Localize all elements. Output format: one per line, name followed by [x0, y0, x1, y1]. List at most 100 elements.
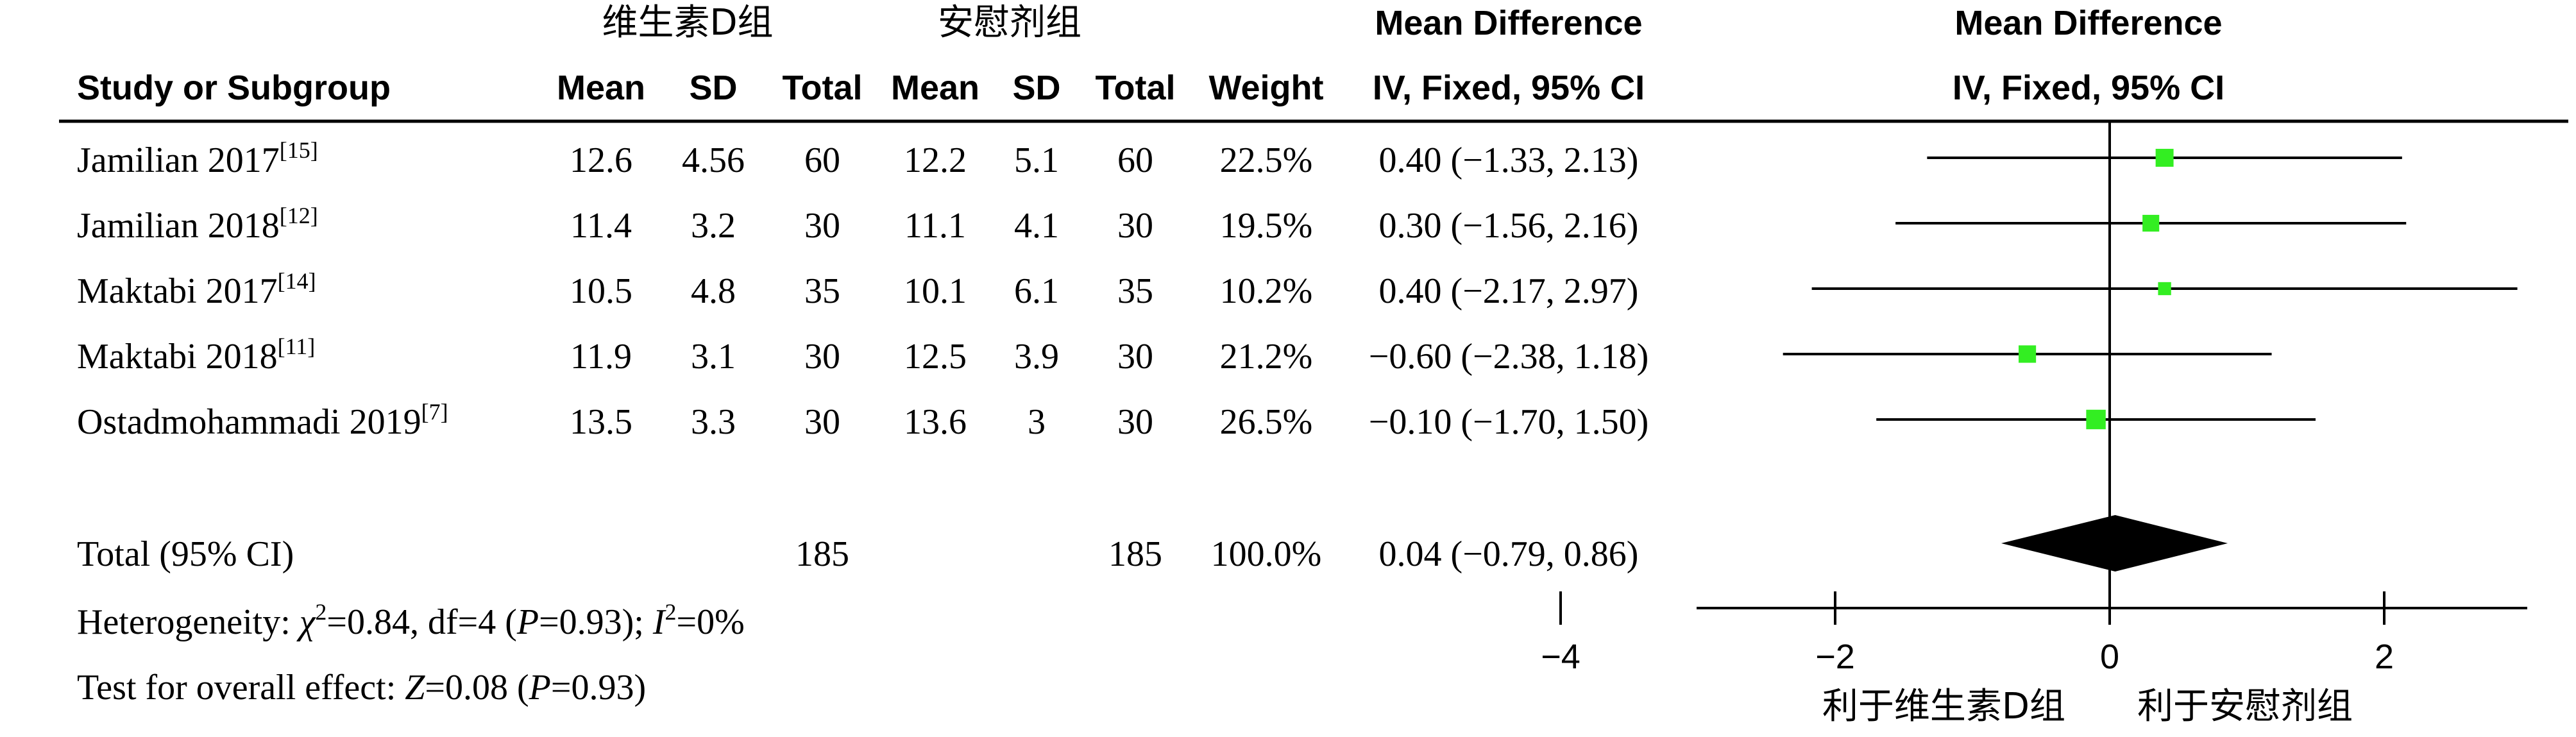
- effect-marker: [2086, 409, 2106, 430]
- study-sd2: 3: [1028, 402, 1046, 442]
- study-name: Jamilian 2017[15]: [77, 137, 318, 180]
- p-value: =0.93): [551, 668, 646, 707]
- experimental-group-header: 维生素D组: [602, 2, 773, 44]
- study-ci-text: 0.30 (−1.56, 2.16): [1379, 206, 1639, 246]
- study-sd1: 3.1: [691, 337, 736, 377]
- i-symbol: I: [652, 602, 666, 642]
- overall-effect-text: Test for overall effect: Z=0.08 (P=0.93): [77, 668, 646, 707]
- study-total2: 60: [1117, 140, 1153, 180]
- study-total1: 60: [804, 140, 840, 180]
- p1-symbol: P: [516, 602, 539, 642]
- plot-title-header: Mean Difference: [1954, 4, 2222, 42]
- total1-column-header: Total: [783, 69, 863, 107]
- md-title-header: Mean Difference: [1375, 4, 1642, 42]
- x-tick-label: 2: [2375, 638, 2394, 676]
- control-group-header: 安慰剂组: [938, 2, 1081, 44]
- study-sd1: 3.2: [691, 206, 736, 246]
- i-value: =0%: [677, 602, 745, 642]
- favours-left-label: 利于维生素D组: [1822, 686, 2065, 727]
- study-mean2: 13.6: [904, 402, 967, 442]
- study-total1: 30: [804, 402, 840, 442]
- plot-method-header: IV, Fixed, 95% CI: [1953, 69, 2224, 107]
- study-name-text: Maktabi 2017: [77, 271, 278, 311]
- study-total1: 30: [804, 337, 840, 377]
- study-total2: 30: [1117, 337, 1153, 377]
- study-sd2: 6.1: [1014, 271, 1059, 311]
- study-row: Ostadmohammadi 2019[7] 13.5 3.3 30 13.6 3 30 26…: [77, 399, 1648, 442]
- study-weight: 19.5%: [1220, 206, 1313, 246]
- study-mean2: 10.1: [904, 271, 967, 311]
- study-row: Maktabi 2017[14] 10.5 4.8 35 10.1 6.1 35 10.2% 0…: [77, 268, 1638, 311]
- study-name-text: Ostadmohammadi 2019: [77, 402, 421, 442]
- study-name: Maktabi 2018[11]: [77, 334, 315, 377]
- study-row: Jamilian 2017[15] 12.6 4.56 60 12.2 5.1 60 22.5…: [77, 137, 1638, 180]
- x-tick-label: −4: [1541, 638, 1580, 676]
- study-sd1: 3.3: [691, 402, 736, 442]
- p-symbol: P: [529, 668, 551, 707]
- study-column-header: Study or Subgroup: [77, 69, 391, 107]
- sd2-column-header: SD: [1012, 69, 1060, 107]
- study-weight: 22.5%: [1220, 140, 1313, 180]
- study-name: Maktabi 2017[14]: [77, 268, 316, 311]
- study-sd2: 5.1: [1014, 140, 1059, 180]
- study-total2: 30: [1117, 402, 1153, 442]
- favours-right-label: 利于安慰剂组: [2137, 686, 2353, 727]
- study-row: Maktabi 2018[11] 11.9 3.1 30 12.5 3.9 30 21.2% −…: [77, 334, 1648, 377]
- x-tick-label: −2: [1815, 638, 1855, 676]
- study-total1: 35: [804, 271, 840, 311]
- study-mean1: 11.4: [570, 206, 632, 246]
- study-reference: [14]: [278, 268, 316, 294]
- study-mean1: 11.9: [570, 337, 632, 377]
- study-weight: 21.2%: [1220, 337, 1313, 377]
- total2-column-header: Total: [1096, 69, 1176, 107]
- study-sd2: 3.9: [1014, 337, 1059, 377]
- study-sd1: 4.8: [691, 271, 736, 311]
- effect-marker: [2155, 149, 2174, 167]
- study-reference: [12]: [280, 203, 318, 228]
- study-total2: 30: [1117, 206, 1153, 246]
- total-total1: 185: [795, 534, 849, 574]
- heterogeneity-text: Heterogeneity: χ2=0.84, df=4 (P=0.93); I…: [77, 599, 745, 642]
- study-name-text: Jamilian 2017: [77, 140, 280, 180]
- sd1-column-header: SD: [689, 69, 737, 107]
- total-diamond: [2001, 515, 2228, 572]
- chi-symbol: χ: [296, 602, 316, 642]
- p1-value: =0.93);: [539, 602, 653, 642]
- study-ci-text: −0.60 (−2.38, 1.18): [1369, 337, 1648, 377]
- x-axis-ticks: −4−2024: [1541, 591, 2394, 676]
- chi-value: =0.84, df=4 (: [326, 602, 516, 642]
- effect-marker: [2158, 282, 2171, 296]
- x-tick-label: 0: [2100, 638, 2119, 676]
- study-weight: 26.5%: [1220, 402, 1313, 442]
- study-mean1: 12.6: [570, 140, 632, 180]
- z-value: =0.08 (: [425, 668, 529, 707]
- study-ci-text: 0.40 (−1.33, 2.13): [1379, 140, 1639, 180]
- study-name-text: Jamilian 2018: [77, 206, 280, 246]
- study-rows: Jamilian 2017[15] 12.6 4.56 60 12.2 5.1 60 22.5…: [77, 137, 1648, 442]
- mean1-column-header: Mean: [557, 69, 645, 107]
- study-mean2: 12.5: [904, 337, 967, 377]
- md-method-header: IV, Fixed, 95% CI: [1373, 69, 1645, 107]
- study-reference: [7]: [421, 399, 448, 425]
- study-reference: [11]: [278, 334, 316, 359]
- mean2-column-header: Mean: [891, 69, 979, 107]
- study-row: Jamilian 2018[12] 11.4 3.2 30 11.1 4.1 30 19.5%…: [77, 203, 1638, 246]
- total-total2: 185: [1108, 534, 1162, 574]
- i-superscript: 2: [665, 599, 677, 625]
- total-ci-text: 0.04 (−0.79, 0.86): [1379, 534, 1639, 574]
- study-ci-text: 0.40 (−2.17, 2.97): [1379, 271, 1639, 311]
- plot-marks: [1783, 149, 2518, 430]
- study-name: Jamilian 2018[12]: [77, 203, 318, 246]
- study-mean2: 11.1: [904, 206, 966, 246]
- study-name-text: Maktabi 2018: [77, 337, 278, 377]
- total-label: Total (95% CI): [77, 534, 294, 574]
- weight-column-header: Weight: [1209, 69, 1324, 107]
- study-name: Ostadmohammadi 2019[7]: [77, 399, 448, 442]
- chi-superscript: 2: [315, 599, 326, 625]
- study-mean1: 10.5: [570, 271, 632, 311]
- effect-marker: [2019, 345, 2037, 363]
- total-row: Total (95% CI) 185 185 100.0% 0.04 (−0.7…: [77, 534, 1638, 574]
- study-total2: 35: [1117, 271, 1153, 311]
- study-ci-text: −0.10 (−1.70, 1.50): [1369, 402, 1648, 442]
